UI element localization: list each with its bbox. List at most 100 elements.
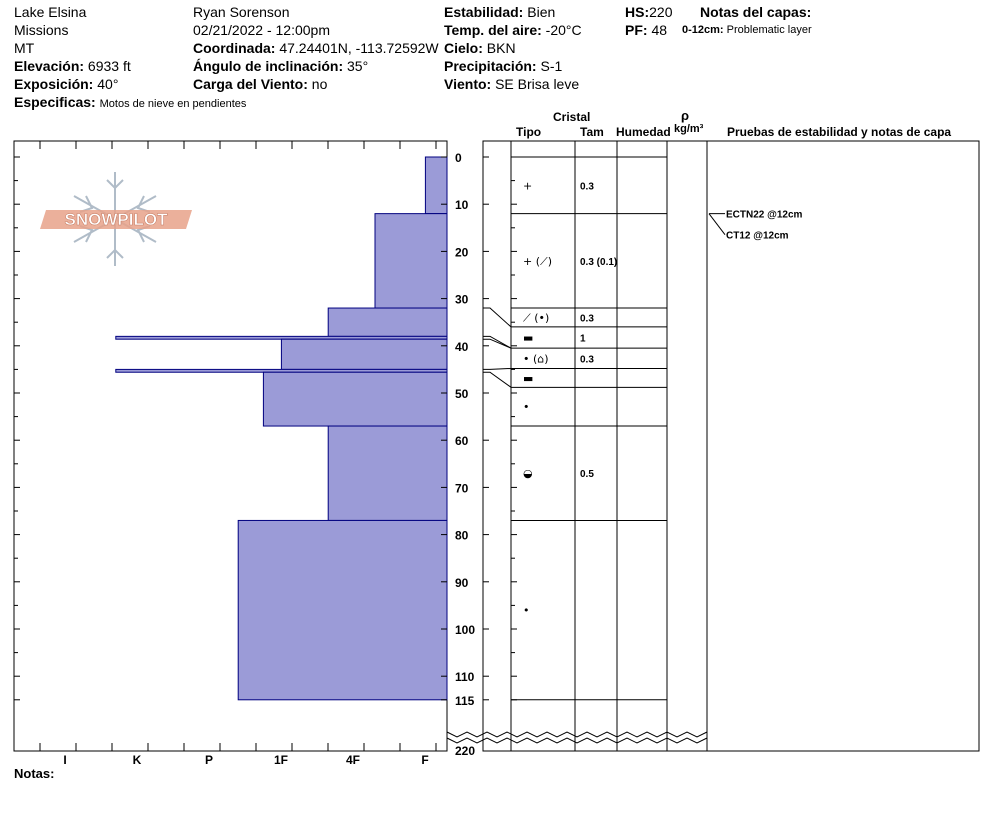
incline-row: Ángulo de inclinación: 35° xyxy=(193,58,368,74)
stability-label: Estabilidad: xyxy=(444,4,524,20)
hardness-bar xyxy=(327,307,448,337)
coordinate-label: Coordinada: xyxy=(193,40,276,56)
crystal-type-symbol: • (⌂) xyxy=(523,352,549,365)
coordinate-row: Coordinada: 47.24401N, -113.72592W xyxy=(193,40,439,56)
depth-tick-label: 0 xyxy=(455,151,462,165)
range-name: Missions xyxy=(14,22,69,38)
wind-label: Viento: xyxy=(444,76,492,92)
depth-tick-label: 90 xyxy=(455,576,469,590)
hardness-tick-label: I xyxy=(63,753,66,767)
specifics-row: Especificas: Motos de nieve en pendiente… xyxy=(14,94,246,110)
hardness-tick-label: K xyxy=(133,753,142,767)
coordinate-value: 47.24401N, -113.72592W xyxy=(279,40,439,56)
air-temp-value: -20°C xyxy=(545,22,582,38)
axis-break-line-upper xyxy=(446,731,708,738)
wind-load-label: Carga del Viento: xyxy=(193,76,308,92)
aspect-value: 40° xyxy=(97,76,119,92)
specifics-label: Especificas: xyxy=(14,94,96,110)
air-temp-label: Temp. del aire: xyxy=(444,22,542,38)
layer-note-text: Problematic layer xyxy=(726,24,812,36)
crystal-type-symbol: ◒ xyxy=(523,467,533,480)
hardness-layers xyxy=(115,156,448,701)
depth-tick-label: 20 xyxy=(455,245,469,259)
elevation-value: 6933 ft xyxy=(87,58,131,74)
depth-tick-label: 40 xyxy=(455,340,469,354)
crystal-type-symbol: • xyxy=(523,401,530,414)
depth-tick-label: 60 xyxy=(455,434,469,448)
sky-label: Cielo: xyxy=(444,40,483,56)
depth-tick-label: 10 xyxy=(455,198,469,212)
observer-name: Ryan Sorenson xyxy=(193,4,290,20)
crystal-size-value: 0.3 xyxy=(580,354,594,365)
pf-row: PF: 48 xyxy=(625,22,667,38)
hardness-bar xyxy=(280,338,448,370)
depth-bottom-label: 220 xyxy=(455,744,475,758)
precip-value: S-1 xyxy=(540,58,563,74)
wind-value: SE Brisa leve xyxy=(495,76,580,92)
stability-value: Bien xyxy=(527,4,556,20)
crystal-size-value: 0.3 (0.1) xyxy=(580,257,617,268)
crystal-size-value: 1 xyxy=(580,334,586,345)
incline-value: 35° xyxy=(347,58,369,74)
stability-row: Estabilidad: Bien xyxy=(444,4,555,20)
crystal-type-symbol: + (⟋) xyxy=(523,255,552,268)
wind-load-value: no xyxy=(311,76,328,92)
crystal-type-symbol: ▬ xyxy=(523,332,533,345)
hardness-tick-label: 1F xyxy=(274,753,288,767)
pf-value: 48 xyxy=(651,22,668,38)
density-unit: kg/m³ xyxy=(674,123,704,135)
crystal-type-symbol: ▬ xyxy=(523,372,533,385)
hardness-bar xyxy=(237,519,448,701)
depth-tick-label: 80 xyxy=(455,529,469,543)
aspect-label: Exposición: xyxy=(14,76,94,92)
stability-test-label: CT12 @12cm xyxy=(726,231,789,242)
depth-tick-label: 100 xyxy=(455,623,475,637)
hardness-bar xyxy=(262,371,448,427)
stability-test-label: ECTN22 @12cm xyxy=(726,210,803,221)
hardness-bar xyxy=(424,156,448,215)
test-pointer-line xyxy=(708,213,726,235)
depth-tick-label: 110 xyxy=(455,670,475,684)
precip-row: Precipitación: S-1 xyxy=(444,58,562,74)
type-header: Tipo xyxy=(516,125,542,139)
crystal-type-symbol: • xyxy=(523,604,530,617)
hardness-axis: I K P 1F 4F F xyxy=(39,141,437,767)
moisture-header: Humedad xyxy=(616,125,671,139)
crystal-size-value: 0.3 xyxy=(580,181,594,192)
hs-label: HS: xyxy=(625,4,650,20)
wind-row: Viento: SE Brisa leve xyxy=(444,76,579,92)
layer-note-range: 0-12cm: xyxy=(682,24,724,36)
air-temp-row: Temp. del aire: -20°C xyxy=(444,22,582,38)
hardness-bar xyxy=(374,213,448,309)
crystal-type-symbol: + xyxy=(523,179,532,192)
layer-connector xyxy=(483,367,512,370)
depth-axis: 0 10 20 30 40 50 60 70 80 90 100 110 115 xyxy=(14,151,517,708)
depth-tick-label: 115 xyxy=(455,694,475,708)
sky-value: BKN xyxy=(486,40,516,56)
state-name: MT xyxy=(14,40,35,56)
hs-value: 220 xyxy=(649,4,673,20)
stability-tests: ECTN22 @12cm CT12 @12cm xyxy=(708,210,803,242)
layer-connector xyxy=(483,335,512,349)
hardness-tick-label: F xyxy=(421,753,428,767)
crystal-type-symbol: ⟋ (•) xyxy=(523,311,549,324)
layer-notes-label: Notas del capas: xyxy=(700,4,812,20)
hardness-tick-label: 4F xyxy=(346,753,360,767)
depth-tick-label: 70 xyxy=(455,481,469,495)
layer-connector xyxy=(483,307,512,328)
notes-label: Notas: xyxy=(14,766,55,781)
crystal-header: Cristal xyxy=(553,110,591,124)
layer-table-frame xyxy=(482,140,980,752)
snowpilot-logo: SNOWPILOT xyxy=(40,172,192,266)
layer-table: +0.3 + (⟋) 0.3 (0.1) ⟋ (•) 0.3 ▬ 1 • (⌂) 0.3 ▬ • ◒ 0… xyxy=(483,156,667,701)
specifics-value: Motos de nieve en pendientes xyxy=(99,98,247,110)
elevation-label: Elevación: xyxy=(14,58,85,74)
depth-tick-label: 50 xyxy=(455,387,469,401)
tests-header: Pruebas de estabilidad y notas de capa xyxy=(727,125,952,139)
incline-label: Ángulo de inclinación: xyxy=(193,58,344,74)
precip-label: Precipitación: xyxy=(444,58,537,74)
hardness-bar xyxy=(327,425,448,521)
axis-break-line-lower xyxy=(446,737,708,744)
crystal-size-value: 0.5 xyxy=(580,469,594,480)
hs-row: HS:220 xyxy=(625,4,672,20)
